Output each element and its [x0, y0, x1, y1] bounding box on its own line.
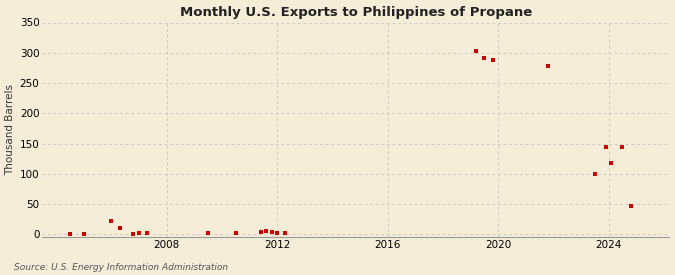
- Text: Source: U.S. Energy Information Administration: Source: U.S. Energy Information Administ…: [14, 263, 227, 272]
- Title: Monthly U.S. Exports to Philippines of Propane: Monthly U.S. Exports to Philippines of P…: [180, 6, 532, 18]
- Y-axis label: Thousand Barrels: Thousand Barrels: [5, 84, 16, 175]
